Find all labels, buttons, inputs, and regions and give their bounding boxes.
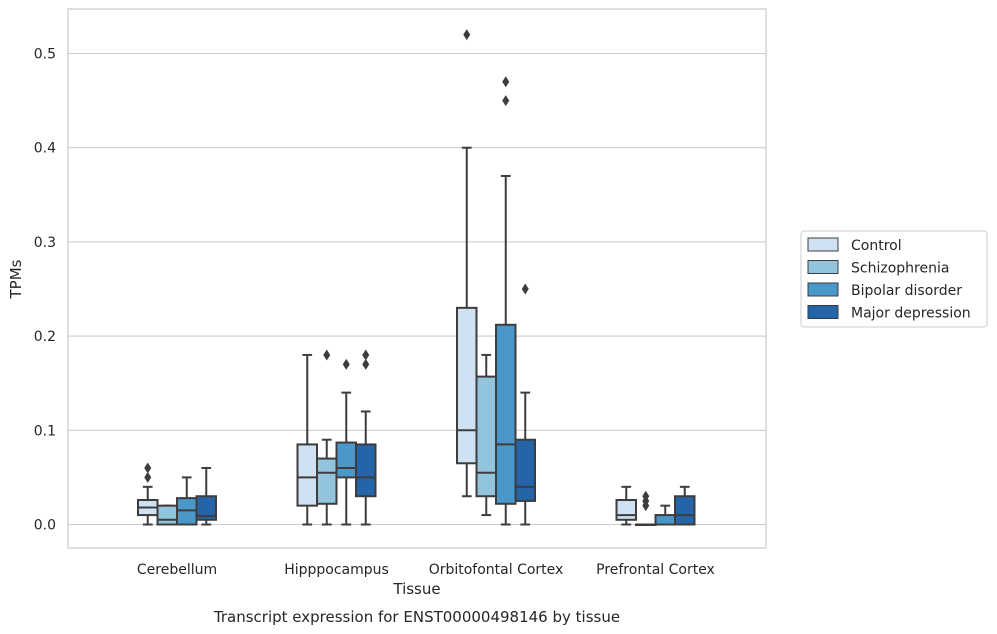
outlier-point — [323, 349, 331, 361]
plot-frame — [67, 8, 767, 549]
legend-label: Bipolar disorder — [851, 283, 962, 299]
legend-label: Schizophrenia — [851, 261, 949, 277]
grid-lines — [68, 52, 766, 526]
box-body — [456, 306, 478, 465]
box-major-depression — [355, 349, 377, 526]
box-schizophrenia — [635, 490, 657, 526]
box-major-depression — [674, 485, 696, 526]
box-major-depression — [514, 283, 536, 526]
box-body — [195, 495, 217, 521]
box-body — [654, 514, 676, 526]
y-tick-label: 0.5 — [34, 47, 56, 63]
legend-label: Major depression — [851, 306, 971, 322]
x-tick-label: Orbitofontal Cortex — [429, 562, 564, 578]
box-major-depression — [195, 466, 217, 526]
outlier-point — [502, 95, 510, 107]
x-axis-title: Tissue — [392, 580, 440, 598]
box-schizophrenia — [316, 349, 338, 526]
x-axis-ticks: Cerebellum Hipppocampus Orbitofontal Corte… — [137, 562, 715, 578]
legend-swatch — [807, 237, 839, 252]
box-plots — [137, 29, 696, 526]
y-tick-label: 0.4 — [34, 141, 56, 157]
box-control — [137, 462, 159, 526]
y-tick-label: 0.0 — [34, 518, 56, 534]
box-body — [475, 375, 497, 498]
x-tick-label: Cerebellum — [137, 562, 217, 578]
outlier-point — [521, 283, 529, 295]
y-tick-label: 0.1 — [34, 423, 56, 439]
legend-swatch — [807, 260, 839, 274]
box-control — [456, 29, 478, 498]
box-bipolar-disorder — [495, 76, 517, 526]
box-control — [615, 485, 637, 526]
x-tick-label: Prefrontal Cortex — [596, 562, 715, 578]
box-bipolar-disorder — [335, 358, 357, 526]
y-tick-label: 0.2 — [34, 329, 56, 345]
box-body — [355, 443, 377, 498]
legend-swatch — [807, 282, 839, 297]
y-tick-label: 0.3 — [34, 235, 56, 251]
box-bipolar-disorder — [176, 476, 198, 526]
outlier-point — [642, 490, 650, 502]
box-bipolar-disorder — [654, 504, 676, 526]
box-schizophrenia — [475, 353, 497, 517]
box-body — [674, 495, 696, 526]
box-body — [335, 441, 357, 479]
legend-swatch — [807, 305, 839, 319]
box-control — [296, 353, 318, 526]
box-body — [615, 499, 637, 521]
box-body — [495, 323, 517, 505]
box-body — [514, 438, 536, 502]
outlier-point — [362, 358, 370, 370]
box-body — [296, 443, 318, 507]
chart-caption: Transcript expression for ENST0000049814… — [213, 608, 620, 626]
outlier-point — [463, 29, 471, 41]
y-axis-ticks: 0.0 0.1 0.2 0.3 0.4 0.5 — [34, 47, 56, 534]
box-schizophrenia — [156, 504, 178, 526]
legend-frame — [800, 230, 988, 328]
outlier-point — [502, 76, 510, 88]
outlier-point — [144, 471, 152, 483]
y-axis-title: TPMs — [7, 259, 25, 299]
box-body — [156, 504, 178, 526]
box-body — [316, 457, 338, 505]
outlier-point — [362, 349, 370, 361]
legend: Control Schizophrenia Bipolar disorder Majo… — [800, 230, 988, 328]
outlier-point — [342, 358, 350, 370]
outlier-point — [144, 462, 152, 474]
x-tick-label: Hipppocampus — [284, 562, 389, 578]
legend-label: Control — [851, 238, 902, 254]
